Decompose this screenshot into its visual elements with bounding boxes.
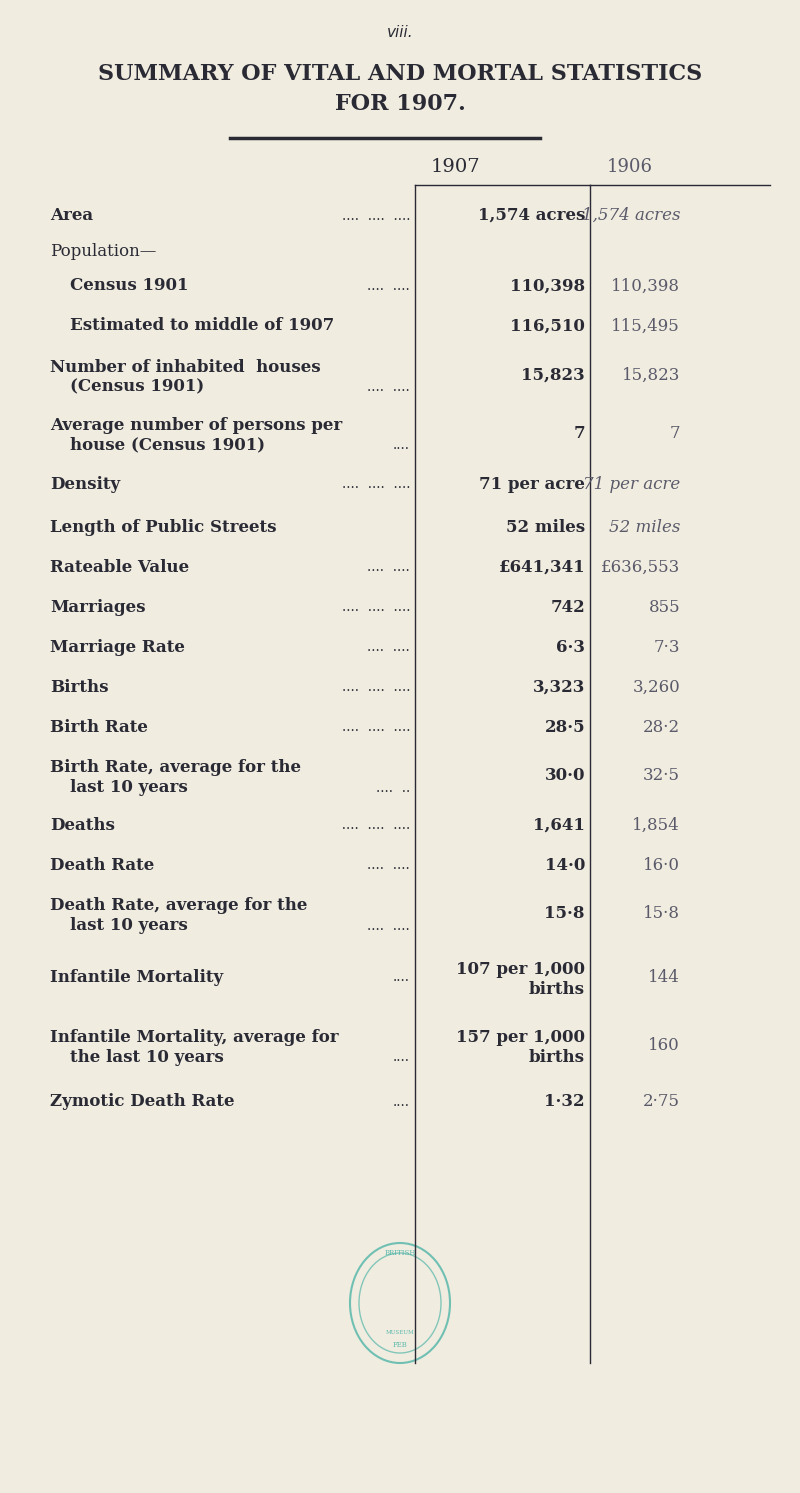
Text: births: births: [529, 981, 585, 997]
Text: Length of Public Streets: Length of Public Streets: [50, 518, 277, 536]
Text: ....  ....: .... ....: [367, 858, 410, 872]
Text: £636,553: £636,553: [601, 558, 680, 575]
Text: ....  ....  ....: .... .... ....: [342, 478, 410, 491]
Text: Infantile Mortality, average for: Infantile Mortality, average for: [50, 1029, 338, 1045]
Text: 71 per acre: 71 per acre: [479, 476, 585, 493]
Text: Area: Area: [50, 208, 93, 224]
Text: 160: 160: [648, 1036, 680, 1054]
Text: ....  ....  ....: .... .... ....: [333, 818, 410, 832]
Text: 28·2: 28·2: [643, 718, 680, 736]
Text: last 10 years: last 10 years: [70, 779, 188, 796]
Text: 1·32: 1·32: [544, 1093, 585, 1109]
Text: 1,574 acres: 1,574 acres: [478, 208, 585, 224]
Text: 3,260: 3,260: [632, 678, 680, 696]
Text: ....  ....: .... ....: [367, 920, 410, 933]
Text: Deaths: Deaths: [50, 817, 115, 833]
Text: Birth Rate, average for the: Birth Rate, average for the: [50, 760, 301, 776]
Text: Zymotic Death Rate: Zymotic Death Rate: [50, 1093, 234, 1109]
Text: BRITISH: BRITISH: [384, 1250, 416, 1257]
Text: Estimated to middle of 1907: Estimated to middle of 1907: [70, 318, 334, 334]
Text: ....  ....: .... ....: [367, 381, 410, 394]
Text: 15·8: 15·8: [545, 905, 585, 923]
Text: FOR 1907.: FOR 1907.: [334, 93, 466, 115]
Text: 855: 855: [648, 599, 680, 615]
Text: 157 per 1,000: 157 per 1,000: [456, 1029, 585, 1045]
Text: house (Census 1901): house (Census 1901): [70, 436, 265, 454]
Text: Density: Density: [50, 476, 120, 493]
Text: Marriages: Marriages: [50, 599, 146, 615]
Text: 1,574 acres: 1,574 acres: [582, 208, 680, 224]
Text: 7: 7: [574, 424, 585, 442]
Text: Birth Rate: Birth Rate: [50, 718, 148, 736]
Text: ....  ....: .... ....: [367, 640, 410, 654]
Text: Death Rate: Death Rate: [50, 857, 154, 873]
Text: 2·75: 2·75: [643, 1093, 680, 1109]
Text: Marriage Rate: Marriage Rate: [50, 639, 185, 655]
Text: ....: ....: [393, 1050, 410, 1065]
Text: £641,341: £641,341: [498, 558, 585, 575]
Text: births: births: [529, 1048, 585, 1066]
Text: 7·3: 7·3: [654, 639, 680, 655]
Text: Infantile Mortality: Infantile Mortality: [50, 969, 223, 985]
Text: 115,495: 115,495: [611, 318, 680, 334]
Text: ....  ....: .... ....: [367, 279, 410, 293]
Text: ....: ....: [393, 437, 410, 452]
Text: 742: 742: [550, 599, 585, 615]
Text: 52 miles: 52 miles: [609, 518, 680, 536]
Text: viii.: viii.: [386, 25, 414, 40]
Text: 15,823: 15,823: [522, 366, 585, 384]
Text: ....  ....  ....: .... .... ....: [342, 600, 410, 614]
Text: 116,510: 116,510: [510, 318, 585, 334]
Text: ....  ....  ....: .... .... ....: [342, 720, 410, 735]
Text: Number of inhabited  houses: Number of inhabited houses: [50, 358, 321, 376]
Text: Average number of persons per: Average number of persons per: [50, 417, 342, 433]
Text: Population—: Population—: [50, 243, 156, 260]
Text: 1907: 1907: [430, 158, 480, 176]
Text: 107 per 1,000: 107 per 1,000: [456, 960, 585, 978]
Text: 1,641: 1,641: [533, 817, 585, 833]
Text: 28·5: 28·5: [544, 718, 585, 736]
Text: 32·5: 32·5: [643, 767, 680, 784]
Text: 15·8: 15·8: [643, 905, 680, 923]
Text: 16·0: 16·0: [643, 857, 680, 873]
Text: 1906: 1906: [607, 158, 653, 176]
Text: 7: 7: [670, 424, 680, 442]
Text: Births: Births: [50, 678, 109, 696]
Text: 1,854: 1,854: [632, 817, 680, 833]
Text: ....  ....  ....: .... .... ....: [342, 209, 410, 222]
Text: Death Rate, average for the: Death Rate, average for the: [50, 897, 307, 915]
Text: 14·0: 14·0: [545, 857, 585, 873]
Text: SUMMARY OF VITAL AND MORTAL STATISTICS: SUMMARY OF VITAL AND MORTAL STATISTICS: [98, 63, 702, 85]
Text: Census 1901: Census 1901: [70, 278, 189, 294]
Text: 30·0: 30·0: [545, 767, 585, 784]
Text: ....  ....  ....: .... .... ....: [342, 679, 410, 694]
Text: ....: ....: [393, 1094, 410, 1108]
Text: ....: ....: [393, 970, 410, 984]
Text: ....  ....: .... ....: [367, 560, 410, 573]
Text: Rateable Value: Rateable Value: [50, 558, 189, 575]
Text: 52 miles: 52 miles: [506, 518, 585, 536]
Text: 6·3: 6·3: [556, 639, 585, 655]
Text: the last 10 years: the last 10 years: [70, 1048, 224, 1066]
Text: 144: 144: [648, 969, 680, 985]
Text: 3,323: 3,323: [533, 678, 585, 696]
Text: 110,398: 110,398: [510, 278, 585, 294]
Text: ....  ..: .... ..: [376, 781, 410, 794]
Text: FEB: FEB: [393, 1341, 407, 1350]
Text: last 10 years: last 10 years: [70, 918, 188, 935]
Text: 110,398: 110,398: [611, 278, 680, 294]
Text: 71 per acre: 71 per acre: [582, 476, 680, 493]
Text: MUSEUM: MUSEUM: [386, 1330, 414, 1336]
Text: 15,823: 15,823: [622, 366, 680, 384]
Text: (Census 1901): (Census 1901): [70, 379, 204, 396]
